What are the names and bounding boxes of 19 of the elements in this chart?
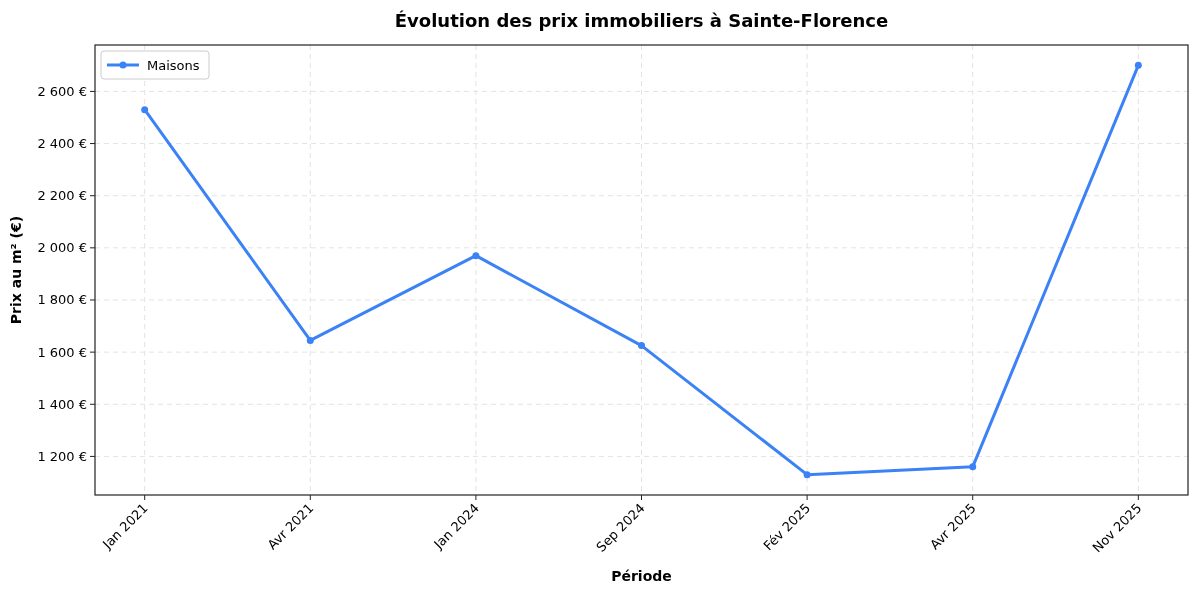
point xyxy=(638,342,645,350)
y-tick-label: 2 600 € xyxy=(37,83,87,99)
point xyxy=(969,463,977,471)
y-tick-label: 2 200 € xyxy=(37,188,87,204)
y-tick-label: 1 400 € xyxy=(37,396,87,412)
point xyxy=(141,106,149,114)
y-tick-label: 2 400 € xyxy=(37,136,87,152)
point xyxy=(1134,61,1142,69)
point xyxy=(472,252,480,260)
y-tick-label: 1 600 € xyxy=(37,344,87,360)
legend-label: Maisons xyxy=(147,57,200,73)
point xyxy=(306,336,314,344)
y-tick-label: 1 200 € xyxy=(37,448,87,464)
point xyxy=(803,471,811,479)
x-axis-title: Période xyxy=(611,568,672,584)
y-axis-title: Prix au m² (€) xyxy=(8,215,24,325)
y-tick-label: 1 800 € xyxy=(37,292,87,308)
chart-title: Évolution des prix immobiliers à Sainte-Florence xyxy=(394,10,889,31)
y-tick-label: 2 000 € xyxy=(37,240,87,256)
